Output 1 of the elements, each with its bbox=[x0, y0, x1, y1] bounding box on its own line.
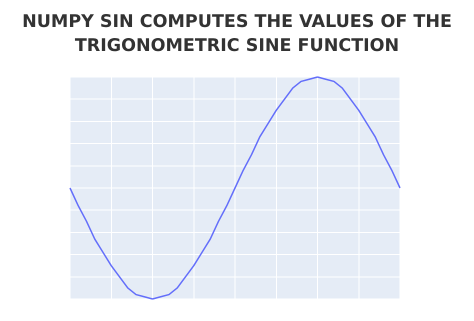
chart-title: NUMPY SIN COMPUTES THE VALUES OF THE TRIGONOMETRIC SINE FUNCTION bbox=[21, 11, 453, 58]
